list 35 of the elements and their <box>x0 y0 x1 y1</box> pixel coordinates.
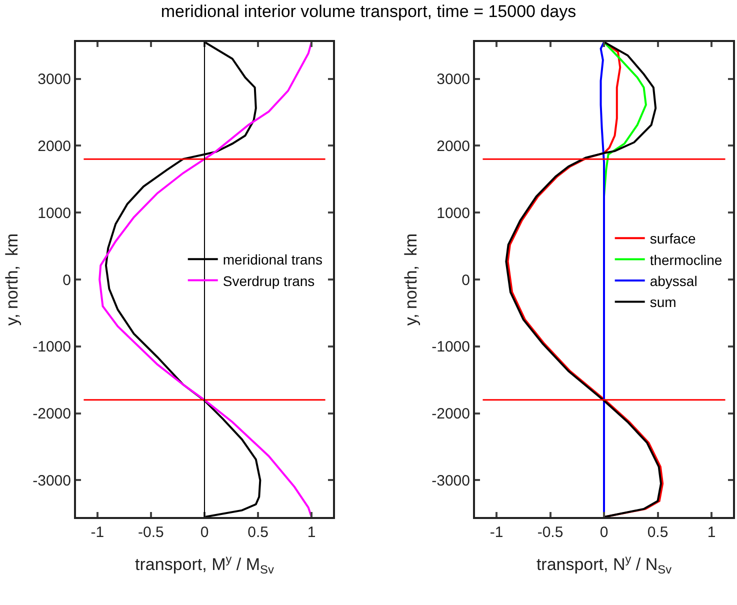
legend-label: meridional trans <box>222 252 322 268</box>
y-tick-label: -1000 <box>32 338 71 356</box>
y-tick-label: -2000 <box>432 406 470 423</box>
legend-label: abyssal <box>650 272 698 289</box>
y-tick-label: -1000 <box>432 338 470 356</box>
y-tick-label: 2000 <box>436 138 470 155</box>
x-tick-label: 1 <box>307 524 316 541</box>
y-tick-label: -3000 <box>432 472 470 490</box>
x-tick-label: -1 <box>90 524 104 541</box>
y-axis-title: y, north, km <box>402 233 421 326</box>
x-axis-title: transport, N$^{y}$ / N$_{Sv}$ <box>536 552 672 576</box>
y-tick-label: 3000 <box>38 71 71 88</box>
legend-label: thermocline <box>650 252 722 268</box>
text: meridional interior volume transport, time = 15000 days <box>160 2 578 22</box>
y-tick-label: 0 <box>462 272 470 289</box>
x-tick-label: 0.5 <box>647 524 668 541</box>
x-tick-label: 0.5 <box>248 524 268 541</box>
y-tick-label: -2000 <box>32 406 71 423</box>
x-tick-label: -0.5 <box>537 524 564 541</box>
y-tick-label: -3000 <box>32 472 71 490</box>
x-tick-label: 0 <box>200 524 209 541</box>
x-axis-title: transport, M$^{y}$ / M$_{Sv}$ <box>135 552 274 576</box>
y-tick-label: 2000 <box>38 138 71 155</box>
y-tick-label: 1000 <box>436 204 470 222</box>
y-tick-label: 3000 <box>436 71 470 88</box>
y-axis-title: y, north, km <box>2 233 22 326</box>
y-tick-label: 1000 <box>38 204 71 222</box>
x-tick-label: -0.5 <box>138 524 164 541</box>
x-tick-label: 0 <box>600 524 608 541</box>
x-tick-label: 1 <box>707 524 716 541</box>
legend-label: Sverdrup trans <box>222 272 315 289</box>
legend-label: sum <box>650 294 676 310</box>
legend-label: surface <box>650 230 696 247</box>
x-tick-label: -1 <box>490 524 504 541</box>
y-tick-label: 0 <box>62 272 71 289</box>
